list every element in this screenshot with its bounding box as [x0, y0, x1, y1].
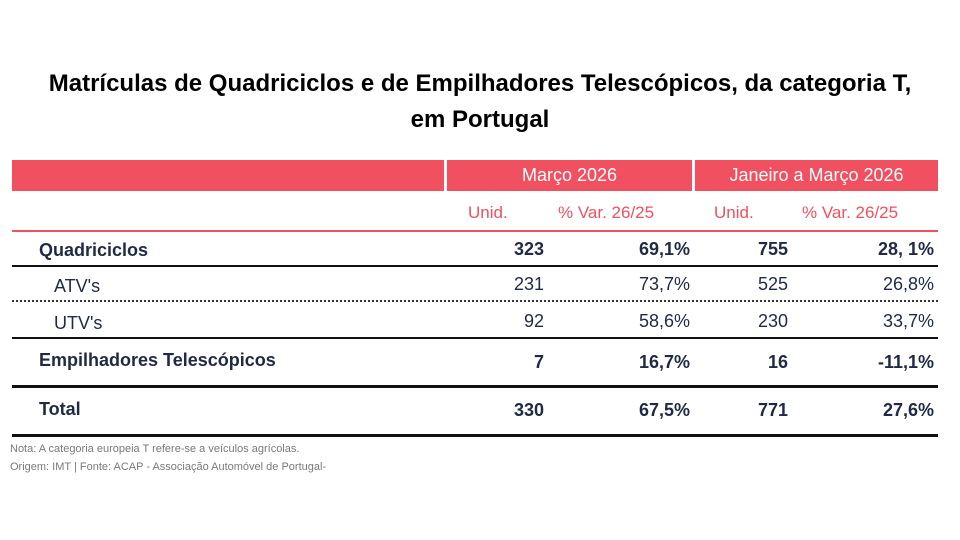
total-divider — [12, 385, 938, 388]
cell-total-march-var: 67,5% — [638, 400, 690, 420]
header-band-empty — [12, 160, 444, 191]
cell-atvs-march-unid: 231 — [513, 274, 544, 294]
footnotes: Nota: A categoria europeia T refere-se a… — [10, 440, 326, 476]
cell-empilhadores-ytd-var: -11,1% — [877, 352, 934, 372]
header-march-2026: Março 2026 — [447, 160, 692, 191]
header-jan-mar-2026: Janeiro a Março 2026 — [695, 160, 938, 191]
cell-quadriciclos-ytd-unid: 755 — [757, 239, 788, 259]
row-label-total: Total — [39, 399, 81, 419]
row-divider-dotted — [12, 300, 938, 302]
row-divider — [12, 265, 938, 267]
cell-empilhadores-ytd-unid: 16 — [767, 352, 788, 372]
subheader-ytd-unid: Unid. — [714, 203, 754, 222]
cell-quadriciclos-march-var: 69,1% — [638, 239, 690, 259]
row-label-atvs: ATV's — [54, 276, 101, 296]
subheader-ytd-var: % Var. 26/25 — [802, 203, 899, 222]
table-bottom-border — [12, 434, 938, 437]
cell-atvs-ytd-var: 26,8% — [882, 274, 934, 294]
row-label-empilhadores: Empilhadores Telescópicos — [39, 350, 276, 370]
cell-quadriciclos-march-unid: 323 — [513, 239, 544, 259]
cell-atvs-march-var: 73,7% — [638, 274, 690, 294]
cell-utvs-ytd-var: 33,7% — [882, 311, 934, 331]
subheader-march-unid: Unid. — [468, 203, 508, 222]
cell-empilhadores-march-unid: 7 — [533, 352, 544, 372]
cell-empilhadores-march-var: 16,7% — [638, 352, 690, 372]
cell-utvs-march-var: 58,6% — [638, 311, 690, 331]
row-divider — [12, 337, 938, 339]
note-text: Nota: A categoria europeia T refere-se a… — [10, 443, 300, 455]
cell-utvs-march-unid: 92 — [523, 311, 544, 331]
cell-quadriciclos-ytd-var: 28, 1% — [877, 239, 934, 259]
subheader-march-var: % Var. 26/25 — [558, 203, 655, 222]
row-label-utvs: UTV's — [54, 313, 103, 333]
cell-total-ytd-var: 27,6% — [882, 400, 934, 420]
cell-total-march-unid: 330 — [513, 400, 544, 420]
header-divider — [12, 230, 938, 232]
title-line-1: Matrículas de Quadriciclos e de Empilhad… — [48, 70, 912, 97]
title-line-2: em Portugal — [410, 106, 550, 133]
cell-total-ytd-unid: 771 — [757, 400, 788, 420]
page-title: Matrículas de Quadriciclos e de Empilhad… — [0, 66, 960, 138]
cell-utvs-ytd-unid: 230 — [757, 311, 788, 331]
row-label-quadriciclos: Quadriciclos — [39, 240, 149, 260]
source-text: Origem: IMT | Fonte: ACAP - Associação A… — [10, 461, 327, 473]
cell-atvs-ytd-unid: 525 — [757, 274, 788, 294]
